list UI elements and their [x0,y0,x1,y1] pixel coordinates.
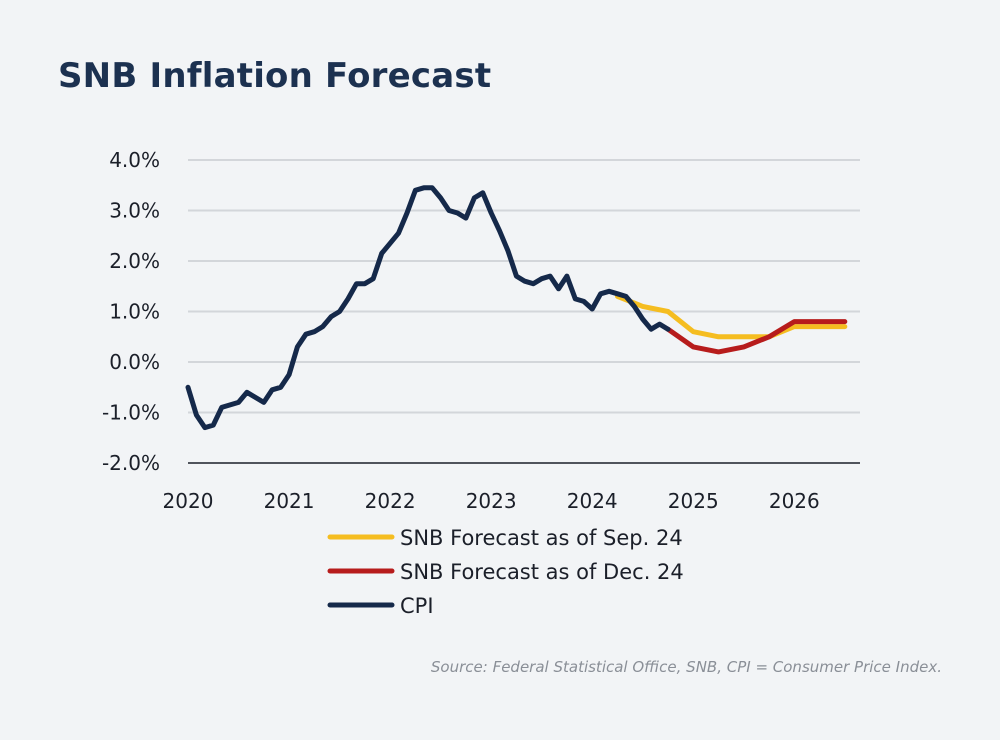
series-line-snb-forecast-as-of-sep-24 [615,293,848,340]
page-title: SNB Inflation Forecast [58,56,492,96]
x-tick-label: 2025 [668,489,719,513]
x-tick-label: 2020 [163,489,214,513]
y-tick-label: -1.0% [102,401,160,425]
series-lines [185,185,848,431]
x-tick-label: 2026 [769,489,820,513]
legend-label: SNB Forecast as of Sep. 24 [400,526,683,550]
y-tick-label: 3.0% [109,199,160,223]
legend-label: CPI [400,594,434,618]
y-tick-label: -2.0% [102,451,160,475]
y-tick-label: 1.0% [109,300,160,324]
x-tick-label: 2022 [365,489,416,513]
source-note: Source: Federal Statistical Office, SNB,… [430,658,942,676]
x-tick-label: 2023 [466,489,517,513]
series-line-snb-forecast-as-of-dec-24 [665,319,848,355]
x-tick-label: 2024 [567,489,618,513]
y-tick-label: 4.0% [109,148,160,172]
legend-label: SNB Forecast as of Dec. 24 [400,560,684,584]
series-line-cpi [185,185,671,431]
gridlines [188,159,860,414]
legend: SNB Forecast as of Sep. 24 SNB Forecast a… [327,526,684,618]
y-tick-label: 0.0% [109,350,160,374]
y-axis-tick-labels: 4.0% 3.0% 2.0% 1.0% 0.0% -1.0% -2.0% [102,148,160,475]
y-tick-label: 2.0% [109,249,160,273]
x-axis-tick-labels: 2020 2021 2022 2023 2024 2025 2026 [163,489,820,513]
x-tick-label: 2021 [264,489,315,513]
